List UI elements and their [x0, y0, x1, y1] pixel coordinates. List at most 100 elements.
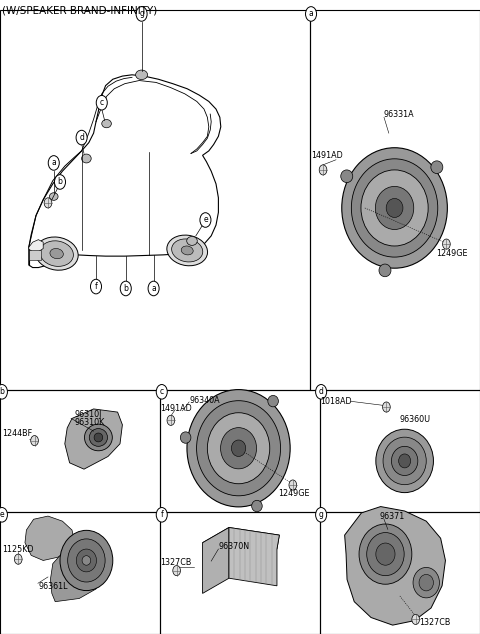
- Polygon shape: [50, 549, 103, 602]
- Text: f: f: [95, 282, 97, 291]
- Polygon shape: [65, 409, 122, 469]
- Circle shape: [76, 131, 87, 145]
- Ellipse shape: [82, 555, 91, 566]
- Ellipse shape: [419, 574, 433, 591]
- Text: 96361L: 96361L: [38, 582, 68, 591]
- Ellipse shape: [341, 170, 353, 183]
- Ellipse shape: [413, 567, 440, 598]
- Circle shape: [316, 384, 326, 399]
- Text: g: g: [139, 10, 144, 18]
- Ellipse shape: [49, 193, 58, 200]
- Ellipse shape: [181, 246, 193, 255]
- Text: 1125KD: 1125KD: [2, 545, 34, 554]
- Text: 96331A: 96331A: [383, 110, 414, 119]
- Ellipse shape: [342, 148, 447, 268]
- Ellipse shape: [359, 524, 412, 585]
- Text: 96371: 96371: [379, 512, 405, 521]
- Text: c: c: [100, 98, 104, 107]
- Bar: [320, 512, 480, 634]
- Text: (W/SPEAKER BRAND-INFINITY): (W/SPEAKER BRAND-INFINITY): [2, 5, 157, 15]
- Text: b: b: [58, 178, 62, 186]
- Text: b: b: [0, 387, 4, 396]
- Ellipse shape: [180, 432, 191, 443]
- Circle shape: [383, 402, 390, 412]
- Circle shape: [0, 507, 7, 522]
- Ellipse shape: [94, 433, 103, 442]
- Circle shape: [156, 384, 168, 399]
- Text: 96360U: 96360U: [400, 415, 431, 424]
- Text: 1249GE: 1249GE: [436, 249, 468, 258]
- Text: e: e: [203, 216, 208, 224]
- Ellipse shape: [361, 170, 428, 246]
- Polygon shape: [203, 527, 229, 593]
- Circle shape: [319, 165, 327, 175]
- Ellipse shape: [392, 446, 418, 476]
- Ellipse shape: [76, 549, 96, 572]
- Ellipse shape: [367, 533, 404, 576]
- Ellipse shape: [376, 429, 433, 493]
- Text: b: b: [123, 284, 128, 293]
- Ellipse shape: [167, 235, 207, 266]
- Circle shape: [412, 614, 420, 624]
- Ellipse shape: [102, 119, 111, 128]
- Ellipse shape: [84, 424, 112, 451]
- Ellipse shape: [187, 389, 290, 507]
- Ellipse shape: [207, 413, 270, 484]
- Bar: [29, 250, 41, 260]
- Text: d: d: [319, 387, 324, 396]
- Polygon shape: [229, 527, 279, 586]
- Text: a: a: [309, 10, 313, 18]
- Text: c: c: [160, 387, 164, 396]
- Text: 96370N: 96370N: [218, 542, 250, 551]
- Ellipse shape: [50, 249, 63, 259]
- Ellipse shape: [252, 500, 262, 512]
- Ellipse shape: [268, 396, 278, 407]
- Ellipse shape: [197, 401, 280, 496]
- Text: 1249GE: 1249GE: [278, 489, 310, 498]
- Circle shape: [0, 384, 7, 399]
- Ellipse shape: [187, 236, 197, 245]
- Circle shape: [316, 507, 326, 522]
- Ellipse shape: [35, 237, 78, 270]
- Circle shape: [44, 198, 52, 208]
- Polygon shape: [203, 527, 279, 549]
- Circle shape: [167, 415, 175, 425]
- Bar: [160, 512, 320, 634]
- Bar: [160, 390, 320, 512]
- Ellipse shape: [135, 70, 148, 80]
- Bar: [0, 10, 310, 390]
- Circle shape: [90, 279, 102, 294]
- Ellipse shape: [89, 429, 108, 446]
- Ellipse shape: [82, 154, 91, 163]
- Ellipse shape: [40, 241, 73, 266]
- Text: 96310K: 96310K: [74, 418, 105, 427]
- Circle shape: [148, 281, 159, 295]
- Circle shape: [136, 6, 147, 22]
- Circle shape: [14, 554, 22, 564]
- Ellipse shape: [379, 264, 391, 276]
- Bar: [310, 10, 480, 390]
- Bar: [0, 512, 160, 634]
- Ellipse shape: [398, 454, 410, 468]
- Circle shape: [443, 239, 450, 249]
- Circle shape: [200, 213, 211, 228]
- Text: d: d: [79, 133, 84, 142]
- Text: e: e: [0, 510, 4, 519]
- Polygon shape: [29, 75, 221, 268]
- Text: a: a: [151, 284, 156, 293]
- Circle shape: [289, 480, 297, 490]
- Ellipse shape: [431, 161, 443, 174]
- Polygon shape: [345, 507, 445, 625]
- Circle shape: [31, 436, 38, 446]
- Circle shape: [55, 174, 65, 190]
- Text: 96340A: 96340A: [190, 396, 220, 405]
- Polygon shape: [25, 516, 74, 560]
- Circle shape: [96, 95, 107, 110]
- Bar: [320, 390, 480, 512]
- Ellipse shape: [231, 440, 246, 456]
- Ellipse shape: [376, 543, 395, 566]
- Circle shape: [156, 507, 168, 522]
- Text: 1491AD: 1491AD: [160, 404, 192, 413]
- Text: 1244BF: 1244BF: [2, 429, 33, 438]
- Text: g: g: [319, 510, 324, 519]
